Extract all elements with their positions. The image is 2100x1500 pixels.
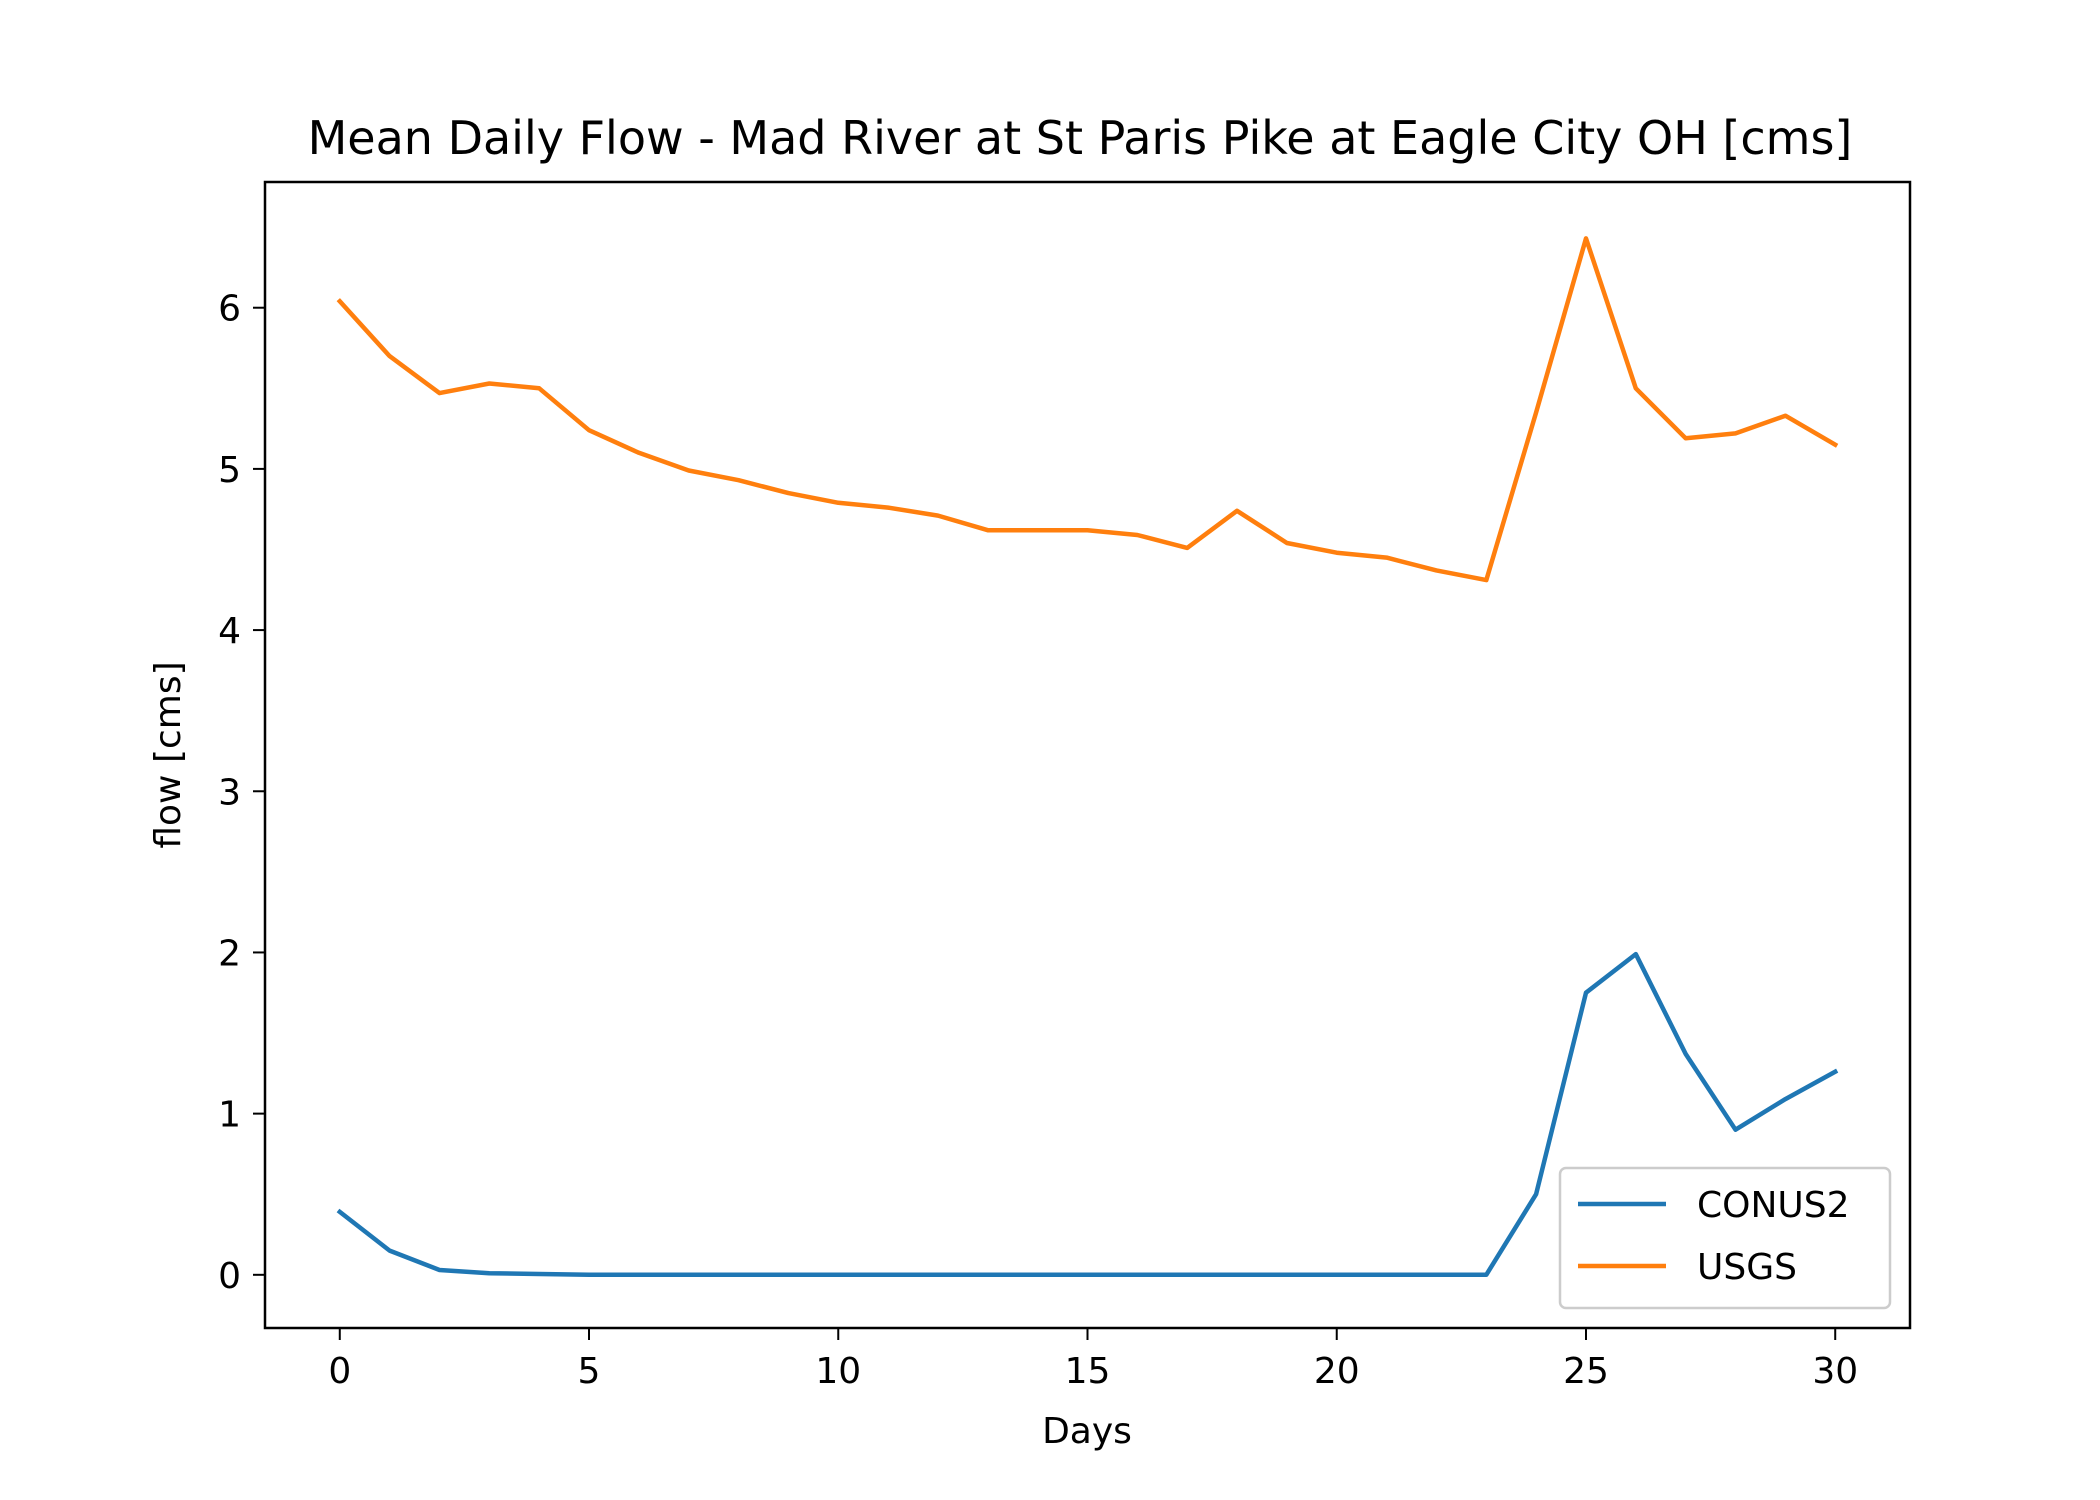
x-tick-label: 15 xyxy=(1065,1351,1111,1392)
legend-label-usgs: USGS xyxy=(1697,1247,1797,1288)
x-tick-label: 10 xyxy=(815,1351,861,1392)
series-layer xyxy=(336,236,1839,1278)
x-tick-label: 20 xyxy=(1314,1351,1360,1392)
y-tick-label: 3 xyxy=(218,772,241,813)
x-tick-label: 5 xyxy=(578,1351,601,1392)
x-tick-label: 0 xyxy=(328,1351,351,1392)
y-tick-label: 2 xyxy=(218,933,241,974)
x-tick-label: 25 xyxy=(1563,1351,1609,1392)
chart-title: Mean Daily Flow - Mad River at St Paris … xyxy=(308,111,1853,165)
legend: CONUS2 USGS xyxy=(1558,1166,1892,1310)
legend-label-conus2: CONUS2 xyxy=(1697,1185,1850,1226)
y-axis-ticks: 0 1 2 3 4 5 6 xyxy=(218,289,265,1297)
y-axis-label: flow [cms] xyxy=(148,661,189,848)
y-tick-label: 0 xyxy=(218,1256,241,1297)
y-tick-label: 6 xyxy=(218,289,241,330)
x-tick-label: 30 xyxy=(1812,1351,1858,1392)
x-axis-label: Days xyxy=(1042,1411,1132,1452)
y-tick-label: 4 xyxy=(218,611,241,652)
x-axis-ticks: 0 5 10 15 20 25 30 xyxy=(328,1328,1858,1392)
y-tick-label: 5 xyxy=(218,450,241,491)
series-line-usgs xyxy=(336,236,1839,583)
y-tick-label: 1 xyxy=(218,1095,241,1136)
series-line-conus2 xyxy=(336,951,1839,1278)
